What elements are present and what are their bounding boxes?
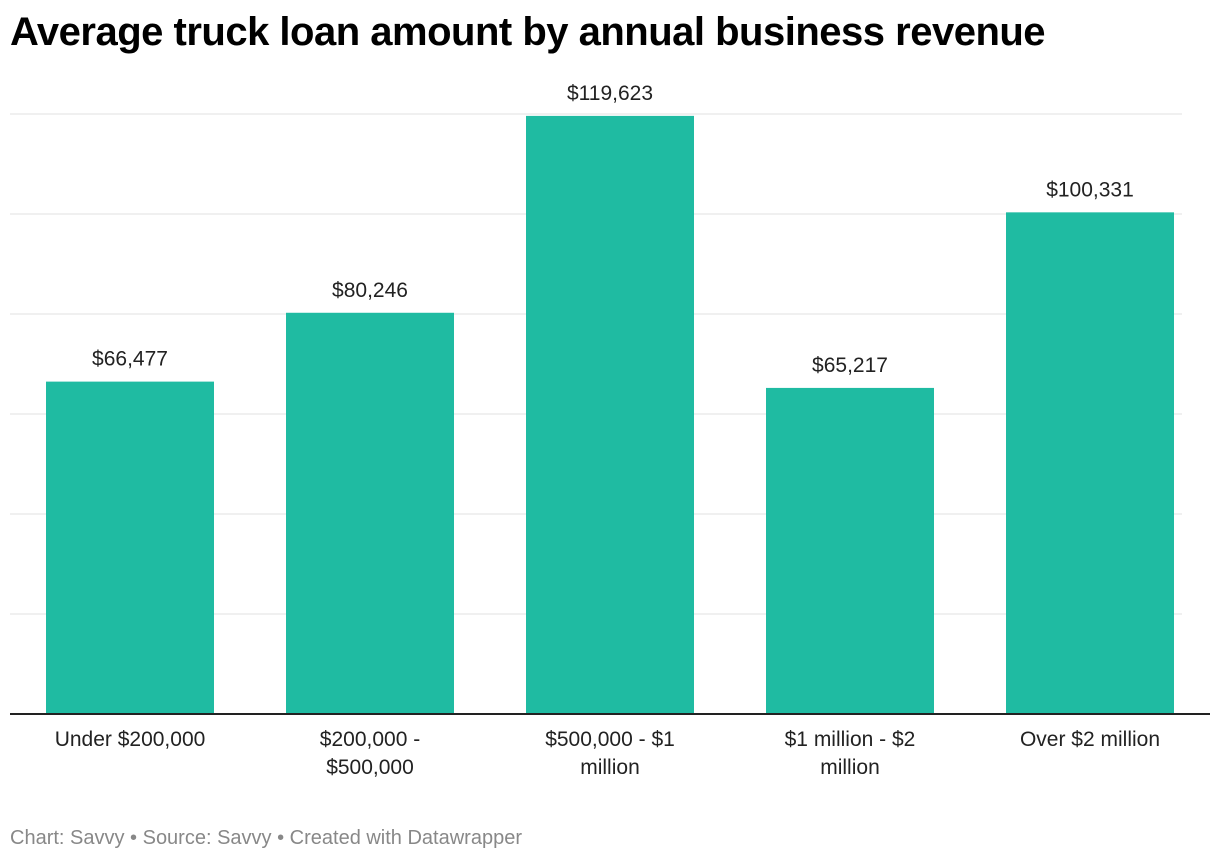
bar — [46, 381, 214, 714]
bar — [286, 312, 454, 714]
x-tick-label: Over $2 million — [1019, 728, 1161, 751]
bar — [1006, 212, 1174, 714]
value-label: $80,246 — [332, 279, 408, 302]
value-label: $66,477 — [92, 348, 168, 371]
value-label: $119,623 — [567, 82, 653, 105]
bar — [526, 115, 694, 714]
chart-title: Average truck loan amount by annual busi… — [10, 10, 1046, 54]
value-label: $100,331 — [1046, 178, 1134, 201]
value-label: $65,217 — [812, 354, 888, 377]
x-tick-label: Under $200,000 — [54, 728, 206, 751]
x-tick-label: $500,000 - $1 million — [545, 728, 675, 779]
x-tick-label: $1 million - $2 million — [784, 728, 916, 779]
x-tick-label: $200,000 - $500,000 — [319, 728, 421, 779]
footer: Chart: Savvy • Source: Savvy • Created w… — [10, 827, 522, 849]
bar — [766, 387, 934, 714]
